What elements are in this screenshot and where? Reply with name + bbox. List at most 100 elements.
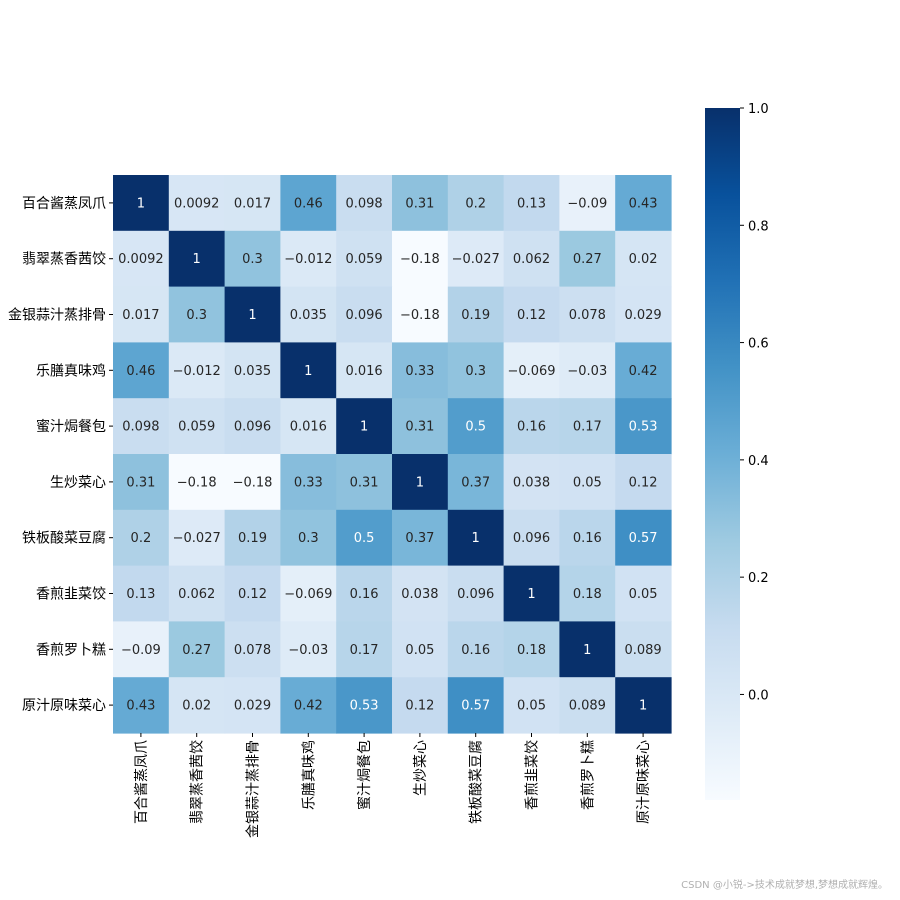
cell-annotation: 1 xyxy=(639,699,647,714)
x-tick-label: 百合酱蒸凤爪 xyxy=(134,740,150,824)
heatmap-cell xyxy=(615,677,672,734)
heatmap-cell xyxy=(559,286,616,343)
heatmap-cell xyxy=(559,565,616,622)
heatmap-cell xyxy=(336,230,393,288)
cell-annotation: 0.12 xyxy=(238,587,267,602)
x-tick-label: 铁板酸菜豆腐 xyxy=(468,740,485,824)
heatmap-cell xyxy=(559,621,616,678)
cell-annotation: 0.3 xyxy=(242,252,263,267)
cell-annotation: −0.09 xyxy=(121,643,161,658)
cell-annotation: 0.059 xyxy=(178,420,215,435)
heatmap-cell xyxy=(559,342,616,399)
heatmap-cell xyxy=(336,398,393,455)
cell-annotation: −0.18 xyxy=(400,308,440,323)
heatmap-cell xyxy=(336,175,393,232)
heatmap-cell xyxy=(113,398,170,455)
heatmap-cell xyxy=(168,454,226,511)
heatmap-cell xyxy=(224,621,281,678)
cell-annotation: 0.3 xyxy=(465,364,486,379)
heatmap-cell xyxy=(392,286,449,343)
heatmap-cell xyxy=(503,175,560,232)
heatmap-cell xyxy=(113,286,170,343)
heatmap-cell xyxy=(559,509,616,567)
cell-annotation: 0.16 xyxy=(573,531,602,546)
cell-annotation: −0.03 xyxy=(567,364,607,379)
heatmap-cell xyxy=(113,342,170,399)
heatmap-cell xyxy=(503,342,560,399)
heatmap-cell xyxy=(280,565,337,622)
x-tick-label: 翡翠蒸香茜饺 xyxy=(190,740,206,824)
heatmap-cell xyxy=(280,454,337,511)
cell-annotation: 1 xyxy=(360,420,368,435)
cell-annotation: 0.27 xyxy=(573,252,602,267)
colorbar xyxy=(705,108,740,800)
cell-annotation: 0.0092 xyxy=(174,196,220,211)
cell-annotation: 0.18 xyxy=(573,587,602,602)
heatmap-cell xyxy=(392,565,449,622)
cell-annotation: 0.13 xyxy=(126,587,155,602)
watermark-text: CSDN @小锐->技术成就梦想,梦想成就辉煌。 xyxy=(681,880,888,891)
heatmap-cell xyxy=(113,677,170,734)
cell-annotation: 0.33 xyxy=(294,475,323,490)
heatmap-cell xyxy=(392,621,449,678)
y-tick-label: 翡翠蒸香茜饺 xyxy=(22,252,106,268)
y-tick-label: 蜜汁焗餐包 xyxy=(36,419,106,435)
cell-annotation: 1 xyxy=(416,475,424,490)
heatmap-cell xyxy=(503,398,560,455)
cell-annotation: 0.27 xyxy=(182,643,211,658)
colorbar-tick-label: 0.8 xyxy=(748,219,769,234)
cell-annotation: −0.027 xyxy=(452,252,500,267)
heatmap-cell xyxy=(447,509,505,567)
heatmap-cell xyxy=(615,621,672,678)
x-tick-label: 金银蒜汁蒸排骨 xyxy=(246,740,262,838)
cell-annotation: 0.05 xyxy=(517,699,546,714)
cell-annotation: 0.096 xyxy=(234,420,271,435)
heatmap-cell xyxy=(113,621,170,678)
colorbar-tick-label: 0.6 xyxy=(748,337,769,352)
cell-annotation: 1 xyxy=(304,364,312,379)
cell-annotation: 0.017 xyxy=(234,196,271,211)
heatmap-cell xyxy=(559,677,616,734)
heatmap-cell xyxy=(392,509,449,567)
heatmap-cell xyxy=(336,621,393,678)
heatmap-cell xyxy=(168,286,226,343)
heatmap-cell xyxy=(447,175,505,232)
y-tick-label: 香煎韭菜饺 xyxy=(36,587,106,603)
heatmap-cell xyxy=(113,175,170,232)
heatmap-cell xyxy=(615,175,672,232)
cell-annotation: 1 xyxy=(583,643,591,658)
cell-annotation: 0.17 xyxy=(350,643,379,658)
cell-annotation: 0.5 xyxy=(354,531,375,546)
cell-annotation: 0.53 xyxy=(629,420,658,435)
heatmap-cell xyxy=(168,175,226,232)
cell-annotation: 0.17 xyxy=(573,420,602,435)
x-tick-label: 香煎韭菜饺 xyxy=(525,740,541,810)
cell-annotation: −0.03 xyxy=(288,643,328,658)
cell-annotation: 0.029 xyxy=(624,308,661,323)
cell-annotation: 0.43 xyxy=(126,699,155,714)
heatmap-cell xyxy=(392,454,449,511)
cell-annotation: 0.035 xyxy=(290,308,327,323)
heatmap-cell xyxy=(559,230,616,288)
cell-annotation: 0.18 xyxy=(517,643,546,658)
heatmap-cell xyxy=(168,621,226,678)
heatmap-cell xyxy=(113,454,170,511)
cell-annotation: 0.2 xyxy=(131,531,152,546)
heatmap-cell xyxy=(615,230,672,288)
cell-annotation: 0.02 xyxy=(629,252,658,267)
cell-annotation: 0.035 xyxy=(234,364,271,379)
cell-annotation: −0.18 xyxy=(177,475,217,490)
cell-annotation: 0.02 xyxy=(182,699,211,714)
colorbar-tick-label: 1.0 xyxy=(748,102,769,117)
cell-annotation: 0.46 xyxy=(294,196,323,211)
heatmap-cell xyxy=(447,230,505,288)
cell-annotation: 0.098 xyxy=(345,196,382,211)
cell-annotation: 0.31 xyxy=(350,475,379,490)
cell-annotation: 0.46 xyxy=(126,364,155,379)
heatmap-cell xyxy=(559,175,616,232)
cell-annotation: 0.016 xyxy=(345,364,382,379)
heatmap-cell xyxy=(280,398,337,455)
cell-annotation: 0.12 xyxy=(629,475,658,490)
heatmap-cell xyxy=(447,454,505,511)
